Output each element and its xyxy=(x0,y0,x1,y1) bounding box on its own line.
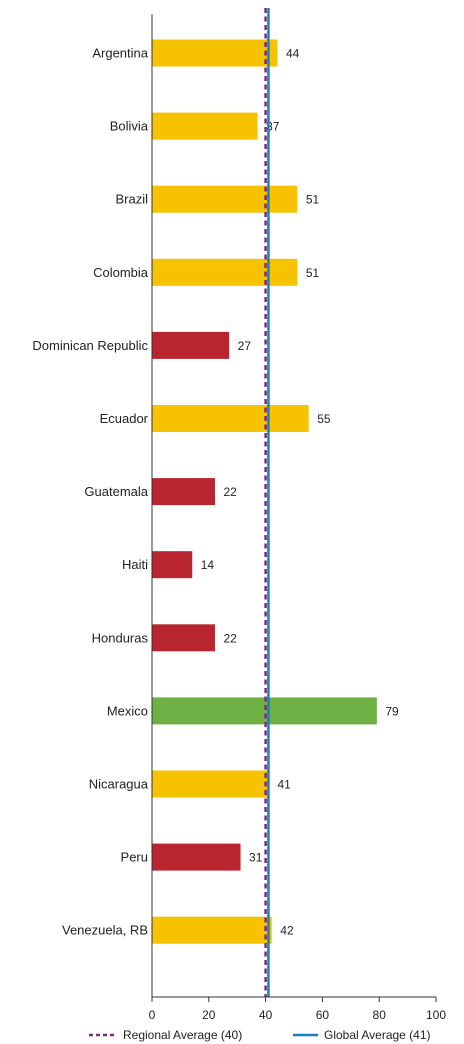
x-tick-label-80: 80 xyxy=(373,1008,387,1022)
x-axis-ticks: 0 20 40 60 80 100 xyxy=(149,997,446,1022)
bar-venezuela-rb xyxy=(152,916,272,944)
legend-regional-label: Regional Average (40) xyxy=(123,1028,242,1042)
category-labels: Argentina Bolivia Brazil Colombia Dominican … xyxy=(32,46,148,938)
category-label-peru: Peru xyxy=(121,850,148,865)
x-tick-label-60: 60 xyxy=(316,1008,330,1022)
legend: Regional Average (40) Global Average (41… xyxy=(89,1028,431,1042)
category-label-venezuela-rb: Venezuela, RB xyxy=(62,923,148,938)
x-tick-label-100: 100 xyxy=(426,1008,446,1022)
bar-honduras xyxy=(152,624,215,652)
value-label-argentina: 44 xyxy=(286,47,300,61)
category-label-nicaragua: Nicaragua xyxy=(89,777,149,792)
category-label-dominican-republic: Dominican Republic xyxy=(32,338,148,353)
category-label-guatemala: Guatemala xyxy=(84,484,148,499)
category-label-colombia: Colombia xyxy=(93,265,149,280)
bar-brazil xyxy=(152,185,298,213)
bars-layer xyxy=(152,39,377,944)
value-label-guatemala: 22 xyxy=(223,485,237,499)
value-label-ecuador: 55 xyxy=(317,412,331,426)
bar-guatemala xyxy=(152,478,215,506)
category-label-mexico: Mexico xyxy=(107,703,148,718)
bar-peru xyxy=(152,843,241,871)
category-label-bolivia: Bolivia xyxy=(110,119,149,134)
category-label-brazil: Brazil xyxy=(115,192,148,207)
bar-mexico xyxy=(152,697,377,725)
value-label-dominican-republic: 27 xyxy=(238,339,252,353)
value-label-haiti: 14 xyxy=(201,558,215,572)
value-label-peru: 31 xyxy=(249,851,263,865)
bar-dominican-republic xyxy=(152,331,230,359)
x-tick-label-20: 20 xyxy=(202,1008,216,1022)
category-label-ecuador: Ecuador xyxy=(100,411,149,426)
legend-global-label: Global Average (41) xyxy=(324,1028,431,1042)
x-tick-label-40: 40 xyxy=(259,1008,273,1022)
value-label-nicaragua: 41 xyxy=(277,778,291,792)
value-label-venezuela-rb: 42 xyxy=(280,924,294,938)
category-label-argentina: Argentina xyxy=(92,46,148,61)
bar-haiti xyxy=(152,551,193,579)
x-tick-label-0: 0 xyxy=(149,1008,156,1022)
value-label-colombia: 51 xyxy=(306,266,320,280)
bar-ecuador xyxy=(152,405,309,432)
bar-bolivia xyxy=(152,112,258,140)
value-label-brazil: 51 xyxy=(306,193,320,207)
value-label-honduras: 22 xyxy=(223,631,237,645)
value-label-mexico: 79 xyxy=(385,704,399,718)
category-label-haiti: Haiti xyxy=(122,557,148,572)
reference-lines xyxy=(264,8,270,997)
bar-nicaragua xyxy=(152,770,269,798)
category-label-honduras: Honduras xyxy=(92,630,149,645)
bar-argentina xyxy=(152,39,278,67)
bar-colombia xyxy=(152,258,298,286)
